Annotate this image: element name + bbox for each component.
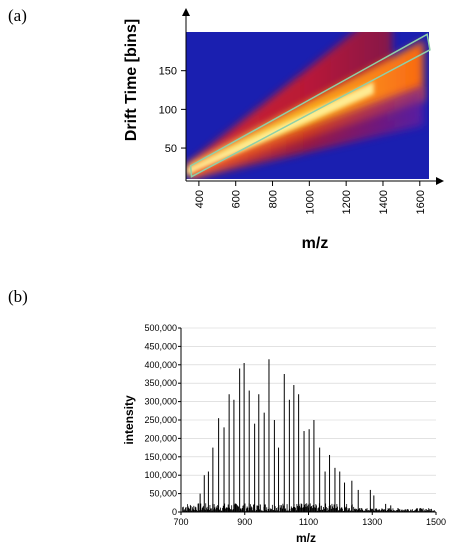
b-x-tick-label: 900 [237, 517, 252, 527]
x-tick-label: 1200 [341, 190, 353, 214]
b-y-tick-label: 0 [172, 507, 177, 517]
panel-a-label: (a) [8, 6, 27, 25]
b-y-tick-label: 350,000 [144, 378, 177, 388]
y-axis-title: Drift Time [bins] [123, 19, 140, 141]
b-y-tick-label: 450,000 [144, 341, 177, 351]
x-tick-label: 800 [268, 190, 280, 208]
y-tick-label: 100 [159, 104, 177, 116]
b-y-tick-label: 100,000 [144, 470, 177, 480]
b-y-tick-label: 250,000 [144, 415, 177, 425]
y-axis-arrow [182, 8, 190, 16]
b-y-axis-title: intensity [122, 395, 136, 445]
x-tick-label: 600 [231, 190, 243, 208]
y-tick-label: 150 [159, 66, 177, 78]
b-y-tick-label: 50,000 [149, 489, 177, 499]
b-y-tick-label: 300,000 [144, 397, 177, 407]
x-axis-arrow [436, 177, 444, 185]
x-tick-label: 1000 [304, 190, 316, 214]
b-y-tick-label: 150,000 [144, 452, 177, 462]
heatmap-chart: 400 600 800 1000 1200 1400 1600 50 100 150 m/z Dr… [123, 8, 444, 252]
x-tick-label: 1400 [378, 190, 390, 214]
x-axis-title: m/z [302, 235, 329, 252]
b-x-tick-label: 1300 [362, 517, 382, 527]
b-x-tick-label: 700 [173, 517, 188, 527]
b-x-tick-label: 1100 [299, 517, 318, 527]
heatmap-band [191, 85, 424, 179]
b-x-tick-label: 1500 [426, 517, 446, 527]
y-tick-label: 50 [165, 143, 177, 155]
b-y-tick-label: 500,000 [144, 323, 177, 333]
x-tick-label: 400 [194, 190, 206, 208]
panel-b-label: (b) [8, 287, 28, 306]
b-y-tick-label: 400,000 [144, 360, 177, 370]
b-y-tick-label: 200,000 [144, 433, 177, 443]
x-tick-label: 1600 [415, 190, 427, 214]
b-x-axis-title: m/z [296, 531, 316, 545]
selection-box [189, 33, 431, 178]
